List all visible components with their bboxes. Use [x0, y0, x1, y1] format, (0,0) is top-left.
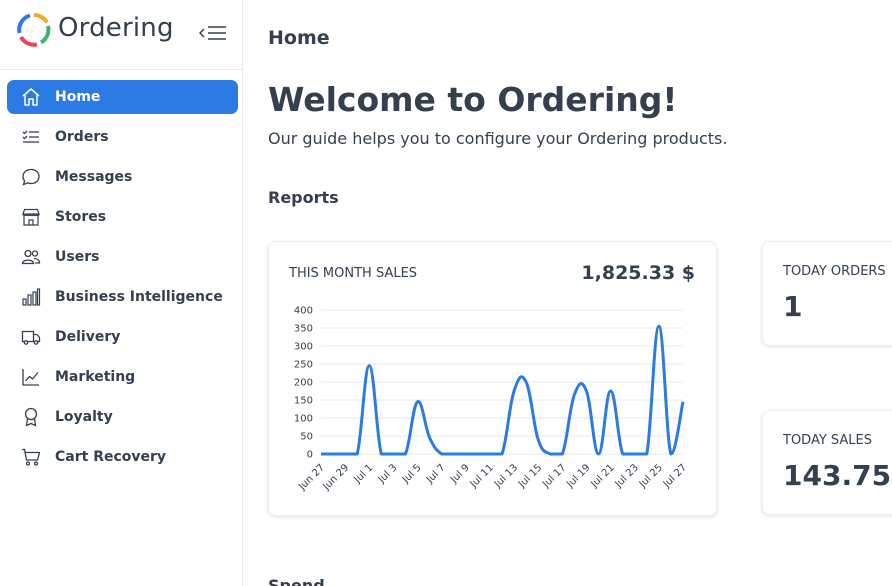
shop-icon: [20, 206, 42, 228]
sidebar-item-label: Marketing: [55, 369, 136, 385]
reports-heading: Reports: [268, 188, 339, 207]
next-section-heading: Spend: [268, 576, 325, 586]
sidebar-item-orders[interactable]: Orders: [7, 120, 238, 154]
sidebar-nav: Home Orders Messages Stores Users: [7, 80, 238, 480]
cart-icon: [20, 446, 42, 468]
sidebar-item-label: Orders: [55, 129, 109, 145]
page-title: Home: [268, 27, 330, 49]
y-tick-label: 300: [294, 342, 313, 353]
ordering-logo-icon: [17, 13, 51, 47]
collapse-sidebar-icon[interactable]: [199, 24, 227, 42]
sidebar-item-home[interactable]: Home: [7, 80, 238, 114]
today-sales-value: 143.75 $: [783, 459, 892, 492]
x-tick-label: Jul 23: [613, 462, 641, 490]
x-tick-label: Jun 27: [296, 462, 327, 493]
x-tick-label: Jul 15: [516, 462, 544, 490]
y-tick-label: 0: [307, 450, 313, 461]
today-orders-value: 1: [783, 290, 803, 323]
x-tick-label: Jul 21: [588, 462, 616, 490]
y-tick-label: 350: [294, 324, 313, 335]
users-icon: [20, 246, 42, 268]
welcome-heading: Welcome to Ordering!: [268, 80, 678, 119]
truck-icon: [20, 326, 42, 348]
sidebar-item-loyalty[interactable]: Loyalty: [7, 400, 238, 434]
x-tick-label: Jul 3: [376, 462, 400, 486]
y-tick-label: 150: [294, 396, 313, 407]
sidebar-item-cart-recovery[interactable]: Cart Recovery: [7, 440, 238, 474]
y-tick-label: 50: [300, 432, 313, 443]
today-sales-card: TODAY SALES 143.75 $: [762, 410, 892, 515]
sidebar-item-label: Business Intelligence: [55, 289, 223, 305]
app-name: Ordering: [58, 13, 174, 43]
sales-series-line: [321, 324, 685, 456]
month-sales-value: 1,825.33 $: [581, 262, 695, 284]
y-tick-label: 200: [294, 378, 313, 389]
chat-bubble-icon: [20, 166, 42, 188]
sidebar-header: Ordering: [0, 0, 242, 70]
month-sales-label: THIS MONTH SALES: [289, 266, 418, 281]
sidebar-item-label: Messages: [55, 169, 133, 185]
x-tick-label: Jul 25: [637, 462, 665, 490]
sidebar-item-label: Loyalty: [55, 409, 113, 425]
x-tick-label: Jul 11: [468, 462, 496, 490]
x-tick-label: Jul 17: [540, 462, 568, 490]
bar-chart-icon: [20, 286, 42, 308]
sidebar-item-label: Users: [55, 249, 100, 265]
sidebar-item-marketing[interactable]: Marketing: [7, 360, 238, 394]
sidebar-item-business-intelligence[interactable]: Business Intelligence: [7, 280, 238, 314]
sidebar-item-delivery[interactable]: Delivery: [7, 320, 238, 354]
sidebar: Ordering Home Orders Messages: [0, 0, 243, 586]
x-tick-label: Jul 5: [400, 462, 424, 486]
month-sales-card: THIS MONTH SALES 1,825.33 $ 0 50 100 150 200…: [268, 241, 717, 516]
x-tick-label: Jul 13: [492, 462, 520, 490]
list-check-icon: [20, 126, 42, 148]
sidebar-item-users[interactable]: Users: [7, 240, 238, 274]
award-icon: [20, 406, 42, 428]
x-tick-label: Jul 1: [352, 462, 376, 486]
y-tick-label: 400: [294, 306, 313, 317]
guide-text: Our guide helps you to configure your Or…: [268, 129, 728, 148]
sidebar-item-stores[interactable]: Stores: [7, 200, 238, 234]
home-icon: [20, 86, 42, 108]
sidebar-item-label: Home: [55, 89, 101, 105]
sidebar-item-label: Stores: [55, 209, 107, 225]
sidebar-item-label: Cart Recovery: [55, 449, 167, 465]
main-content: Home Welcome to Ordering! Our guide help…: [243, 0, 892, 586]
y-tick-label: 250: [294, 360, 313, 371]
x-tick-label: Jun 29: [320, 462, 351, 493]
line-graph-icon: [20, 366, 42, 388]
today-orders-label: TODAY ORDERS: [783, 264, 886, 279]
today-orders-card: TODAY ORDERS 1: [762, 241, 892, 346]
x-tick-label: Jul 7: [424, 462, 448, 486]
sidebar-item-messages[interactable]: Messages: [7, 160, 238, 194]
x-tick-label: Jul 19: [564, 462, 592, 490]
x-tick-label: Jul 27: [661, 462, 689, 490]
today-sales-label: TODAY SALES: [783, 433, 873, 448]
y-tick-label: 100: [294, 414, 313, 425]
sidebar-item-label: Delivery: [55, 329, 121, 345]
